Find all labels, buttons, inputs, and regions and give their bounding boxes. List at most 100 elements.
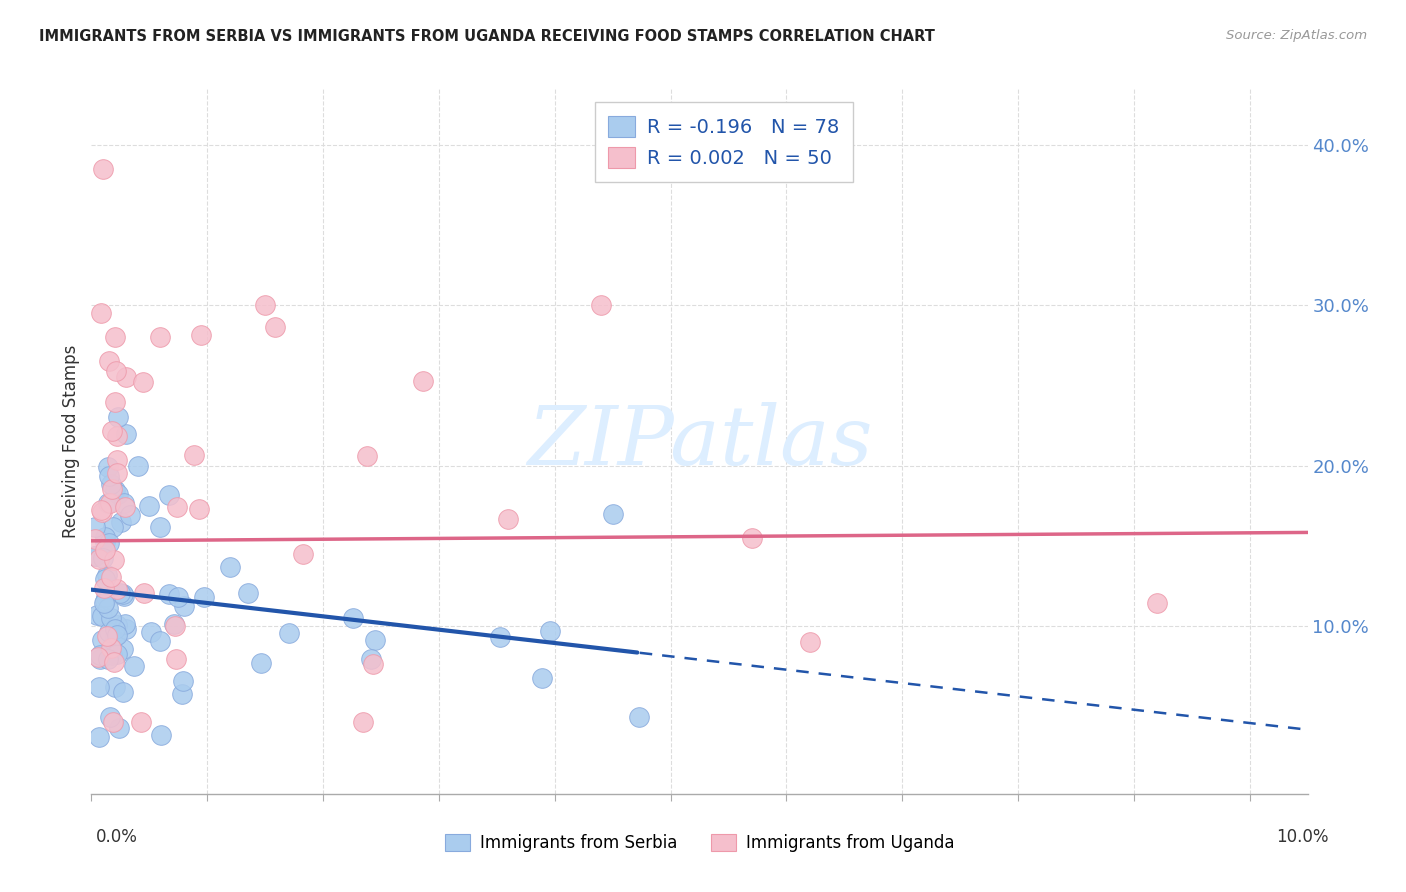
Point <box>103 655 125 669</box>
Point <box>1146 596 1168 610</box>
Point <box>105 618 128 632</box>
Point <box>538 624 561 638</box>
Point <box>83 520 105 534</box>
Point <box>166 591 188 605</box>
Point <box>103 394 125 409</box>
Point <box>107 721 129 735</box>
Point <box>104 364 127 378</box>
Point <box>356 449 378 463</box>
Point <box>163 617 186 632</box>
Point <box>132 586 155 600</box>
Point <box>741 531 763 545</box>
Point <box>105 429 128 443</box>
Point <box>219 559 242 574</box>
Point <box>104 681 127 695</box>
Point <box>183 448 205 462</box>
Point <box>236 586 259 600</box>
Point <box>105 582 128 596</box>
Point <box>96 568 118 582</box>
Point <box>91 162 114 177</box>
Point <box>342 611 364 625</box>
Point <box>91 505 114 519</box>
Point <box>122 659 145 673</box>
Point <box>120 508 142 523</box>
Point <box>412 374 434 388</box>
Point <box>602 507 624 521</box>
Point <box>101 425 124 439</box>
Point <box>105 453 128 467</box>
Point <box>97 460 120 475</box>
Point <box>104 623 127 637</box>
Point <box>97 652 120 666</box>
Y-axis label: Receiving Food Stamps: Receiving Food Stamps <box>62 345 80 538</box>
Point <box>170 687 193 701</box>
Point <box>112 641 135 656</box>
Point <box>90 609 112 624</box>
Point <box>172 674 194 689</box>
Point <box>100 477 122 491</box>
Point <box>112 589 135 603</box>
Point <box>264 320 287 334</box>
Point <box>90 306 112 320</box>
Point <box>352 714 374 729</box>
Point <box>107 627 129 641</box>
Point <box>254 298 277 312</box>
Point <box>89 552 111 566</box>
Point <box>127 458 149 473</box>
Point <box>101 520 124 534</box>
Point <box>111 685 134 699</box>
Point <box>94 593 117 607</box>
Point <box>93 582 115 596</box>
Point <box>149 728 172 742</box>
Point <box>86 607 108 622</box>
Point <box>94 572 117 586</box>
Point <box>149 520 172 534</box>
Legend: Immigrants from Serbia, Immigrants from Uganda: Immigrants from Serbia, Immigrants from … <box>444 834 955 853</box>
Point <box>141 624 163 639</box>
Point <box>84 549 107 563</box>
Point <box>100 611 122 625</box>
Point <box>93 596 115 610</box>
Point <box>97 496 120 510</box>
Point <box>112 587 135 601</box>
Point <box>100 570 122 584</box>
Point <box>105 647 128 661</box>
Point <box>190 328 212 343</box>
Point <box>157 587 180 601</box>
Point <box>103 553 125 567</box>
Point <box>100 641 122 656</box>
Point <box>114 617 136 632</box>
Point <box>166 500 188 515</box>
Point <box>98 496 121 510</box>
Point <box>173 599 195 613</box>
Point <box>530 671 553 685</box>
Point <box>138 499 160 513</box>
Point <box>83 532 105 546</box>
Text: IMMIGRANTS FROM SERBIA VS IMMIGRANTS FROM UGANDA RECEIVING FOOD STAMPS CORRELATI: IMMIGRANTS FROM SERBIA VS IMMIGRANTS FRO… <box>39 29 935 44</box>
Point <box>94 535 117 549</box>
Point <box>96 629 118 643</box>
Point <box>96 590 118 604</box>
Point <box>89 651 111 665</box>
Point <box>114 500 136 514</box>
Point <box>292 547 315 561</box>
Point <box>105 466 128 480</box>
Point <box>364 632 387 647</box>
Point <box>103 330 125 344</box>
Point <box>188 501 211 516</box>
Point <box>94 530 117 544</box>
Point <box>627 710 650 724</box>
Point <box>101 714 124 729</box>
Text: Source: ZipAtlas.com: Source: ZipAtlas.com <box>1226 29 1367 42</box>
Point <box>97 354 120 368</box>
Point <box>87 730 110 744</box>
Text: 10.0%: 10.0% <box>1277 828 1329 846</box>
Point <box>250 656 273 670</box>
Point <box>110 516 132 530</box>
Point <box>98 710 121 724</box>
Point <box>104 629 127 643</box>
Point <box>97 625 120 640</box>
Point <box>489 630 512 644</box>
Text: ZIPatlas: ZIPatlas <box>527 401 872 482</box>
Point <box>589 298 612 312</box>
